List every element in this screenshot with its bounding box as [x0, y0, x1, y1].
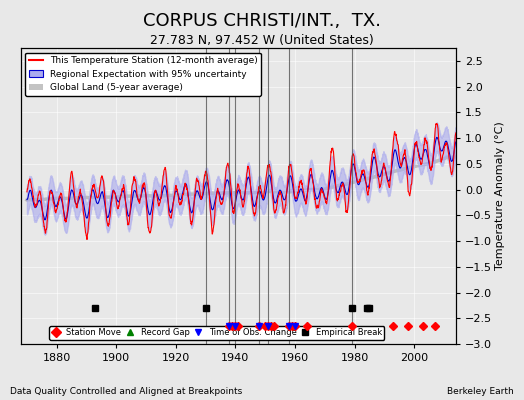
Text: Berkeley Earth: Berkeley Earth	[447, 387, 514, 396]
Text: 27.783 N, 97.452 W (United States): 27.783 N, 97.452 W (United States)	[150, 34, 374, 47]
Legend: Station Move, Record Gap, Time of Obs. Change, Empirical Break: Station Move, Record Gap, Time of Obs. C…	[49, 326, 385, 340]
Y-axis label: Temperature Anomaly (°C): Temperature Anomaly (°C)	[495, 122, 505, 270]
Text: Data Quality Controlled and Aligned at Breakpoints: Data Quality Controlled and Aligned at B…	[10, 387, 243, 396]
Text: CORPUS CHRISTI/INT.,  TX.: CORPUS CHRISTI/INT., TX.	[143, 12, 381, 30]
